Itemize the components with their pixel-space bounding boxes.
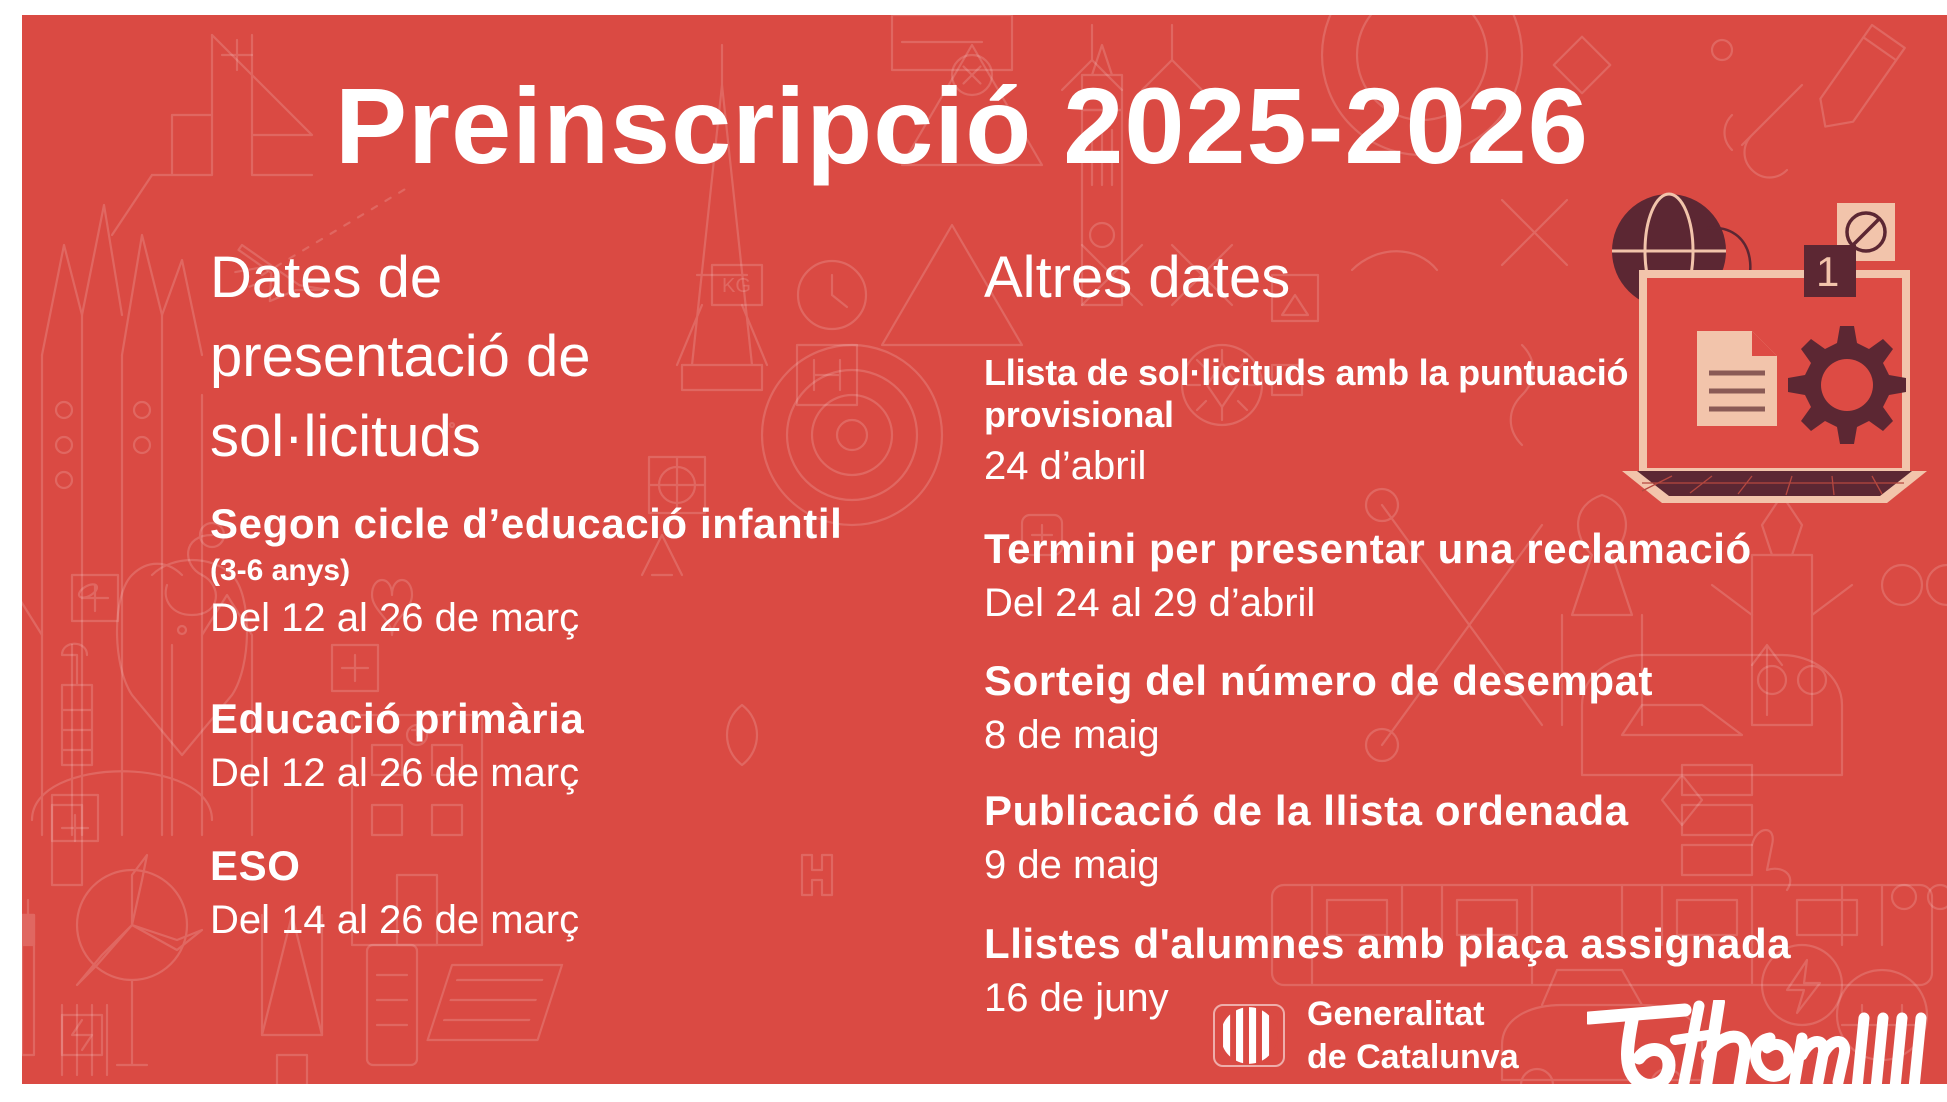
svg-text:1: 1 — [1816, 248, 1839, 295]
